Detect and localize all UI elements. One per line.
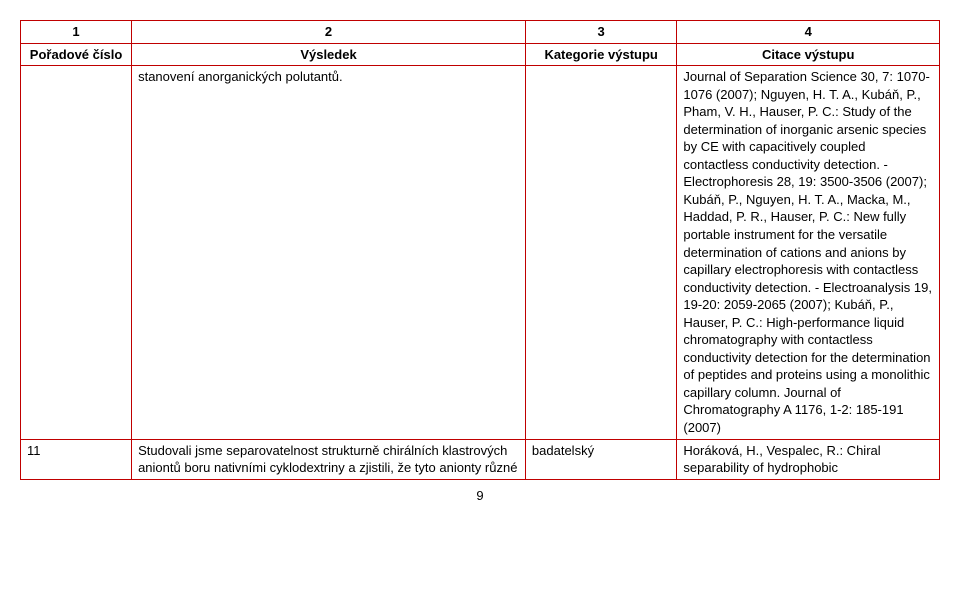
cell-col4: Horáková, H., Vespalec, R.: Chiral separ… (677, 439, 940, 479)
header-col3-label: Kategorie výstupu (525, 43, 676, 66)
cell-col1 (21, 66, 132, 439)
cell-col1: 11 (21, 439, 132, 479)
table-container: 1 2 3 4 Pořadové číslo Výsledek Kategori… (20, 20, 940, 503)
data-table: 1 2 3 4 Pořadové číslo Výsledek Kategori… (20, 20, 940, 480)
cell-col4: Journal of Separation Science 30, 7: 107… (677, 66, 940, 439)
header-col2-num: 2 (132, 21, 526, 44)
cell-col3 (525, 66, 676, 439)
cell-col2: Studovali jsme separovatelnost strukturn… (132, 439, 526, 479)
cell-col3: badatelský (525, 439, 676, 479)
header-row-numbers: 1 2 3 4 (21, 21, 940, 44)
cell-col2: stanovení anorganických polutantů. (132, 66, 526, 439)
table-row: stanovení anorganických polutantů. Journ… (21, 66, 940, 439)
header-col1-num: 1 (21, 21, 132, 44)
header-row-labels: Pořadové číslo Výsledek Kategorie výstup… (21, 43, 940, 66)
page-number: 9 (20, 488, 940, 503)
table-body: stanovení anorganických polutantů. Journ… (21, 66, 940, 480)
header-col2-label: Výsledek (132, 43, 526, 66)
header-col1-label: Pořadové číslo (21, 43, 132, 66)
header-col4-num: 4 (677, 21, 940, 44)
table-header: 1 2 3 4 Pořadové číslo Výsledek Kategori… (21, 21, 940, 66)
table-row: 11 Studovali jsme separovatelnost strukt… (21, 439, 940, 479)
header-col3-num: 3 (525, 21, 676, 44)
header-col4-label: Citace výstupu (677, 43, 940, 66)
